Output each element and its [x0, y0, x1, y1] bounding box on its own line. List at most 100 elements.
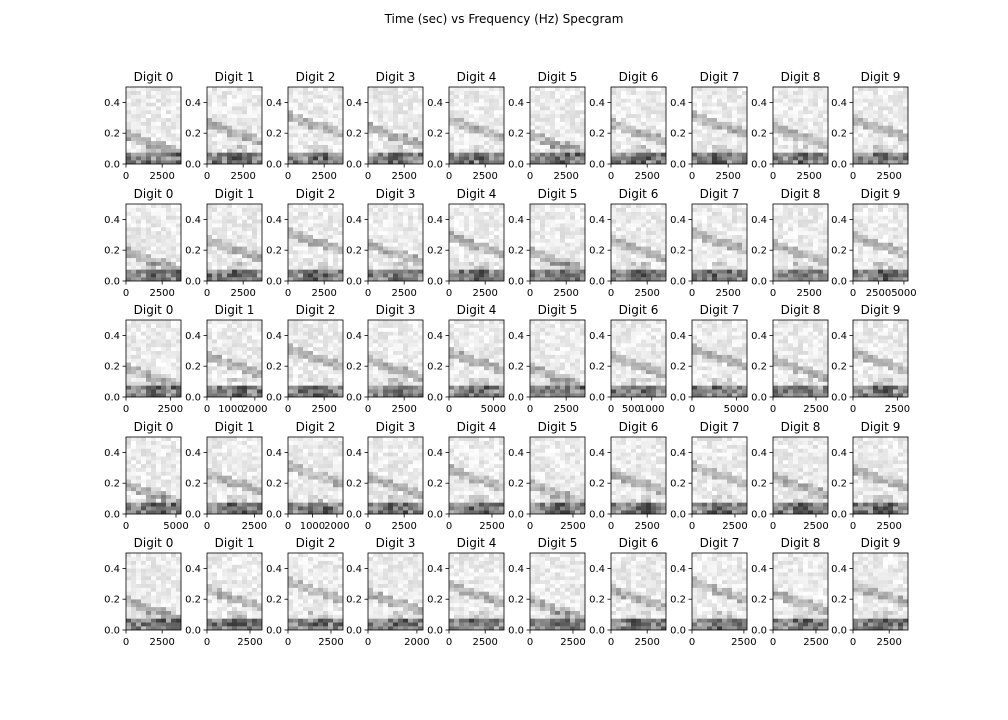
heat-cell — [146, 207, 152, 212]
heat-cell — [545, 110, 551, 115]
heat-cell — [247, 277, 253, 282]
heat-cell — [318, 204, 324, 209]
heat-cell — [257, 215, 263, 220]
heat-cell — [878, 261, 884, 266]
heat-cell — [883, 227, 889, 232]
heat-cell — [212, 94, 218, 99]
heat-cell — [207, 160, 213, 165]
heat-cell — [697, 223, 703, 228]
heat-cell — [883, 129, 889, 134]
heat-cell — [293, 152, 299, 157]
heat-cell — [878, 121, 884, 126]
heat-cell — [176, 339, 182, 344]
heat-cell — [641, 106, 647, 111]
heat-cell — [212, 90, 218, 95]
heat-cell — [661, 254, 667, 259]
heat-cell — [242, 140, 248, 145]
heat-cell — [242, 219, 248, 224]
heat-cell — [641, 261, 647, 266]
heat-cell — [146, 90, 152, 95]
heat-cell — [413, 230, 419, 235]
heat-cell — [873, 211, 879, 216]
heat-cell — [873, 113, 879, 118]
heat-cell — [207, 87, 213, 92]
heat-cell — [798, 129, 804, 134]
heat-cell — [217, 261, 223, 266]
heat-cell — [656, 215, 662, 220]
heat-cell — [631, 238, 637, 243]
heat-cell — [383, 90, 389, 95]
heat-cell — [898, 156, 904, 161]
heat-cell — [222, 343, 228, 348]
heat-cell — [328, 152, 334, 157]
panel-title: Digit 5 — [538, 70, 578, 84]
heat-cell — [398, 98, 404, 103]
heat-cell — [868, 102, 874, 107]
heat-cell — [883, 90, 889, 95]
heat-cell — [151, 385, 157, 390]
heat-cell — [722, 257, 728, 262]
heat-cell — [166, 335, 172, 340]
panel-title: Digit 0 — [134, 303, 174, 317]
heat-cell — [636, 140, 642, 145]
heat-cell — [863, 254, 869, 259]
heat-cell — [616, 261, 622, 266]
heat-cell — [318, 257, 324, 262]
panel-title: Digit 6 — [619, 70, 659, 84]
heat-cell — [151, 223, 157, 228]
heat-cell — [818, 160, 824, 165]
heat-cell — [631, 234, 637, 239]
heat-cell — [813, 113, 819, 118]
heat-cell — [136, 87, 142, 92]
heat-cell — [298, 257, 304, 262]
heat-cell — [131, 277, 137, 282]
heat-cell — [237, 261, 243, 266]
heat-cell — [484, 129, 490, 134]
heat-cell — [853, 265, 859, 270]
heat-cell — [858, 223, 864, 228]
heat-cell — [171, 358, 177, 363]
heat-cell — [616, 113, 622, 118]
heat-cell — [212, 106, 218, 111]
heat-cell — [853, 246, 859, 251]
heat-cell — [555, 254, 561, 259]
heat-cell — [141, 160, 147, 165]
heat-cell — [217, 121, 223, 126]
heat-cell — [540, 121, 546, 126]
heat-cell — [580, 117, 586, 122]
heat-cell — [449, 265, 455, 270]
heat-cell — [494, 246, 500, 251]
heat-cell — [126, 327, 132, 332]
heat-cell — [378, 250, 384, 255]
heat-cell — [242, 227, 248, 232]
heat-cell — [722, 144, 728, 149]
heat-cell — [126, 90, 132, 95]
heat-cell — [479, 137, 485, 142]
heat-cell — [232, 110, 238, 115]
heat-cell — [732, 269, 738, 274]
heat-cell — [136, 219, 142, 224]
panel-title: Digit 4 — [457, 187, 497, 201]
heat-cell — [242, 277, 248, 282]
heat-cell — [616, 254, 622, 259]
heat-cell — [156, 98, 162, 103]
heat-cell — [570, 250, 576, 255]
heat-cell — [176, 94, 182, 99]
heat-cell — [484, 94, 490, 99]
heat-cell — [813, 140, 819, 145]
heat-cell — [656, 87, 662, 92]
heat-cell — [328, 230, 334, 235]
heat-cell — [646, 160, 652, 165]
heat-cell — [227, 133, 233, 138]
heat-cell — [288, 133, 294, 138]
heat-cell — [888, 227, 894, 232]
heat-cell — [737, 211, 743, 216]
heat-cell — [499, 273, 505, 278]
heat-cell — [631, 211, 637, 216]
heat-cell — [479, 269, 485, 274]
heat-cell — [530, 160, 536, 165]
heat-cell — [227, 393, 233, 398]
heat-cell — [540, 144, 546, 149]
heat-cell — [818, 277, 824, 282]
heat-cell — [293, 94, 299, 99]
